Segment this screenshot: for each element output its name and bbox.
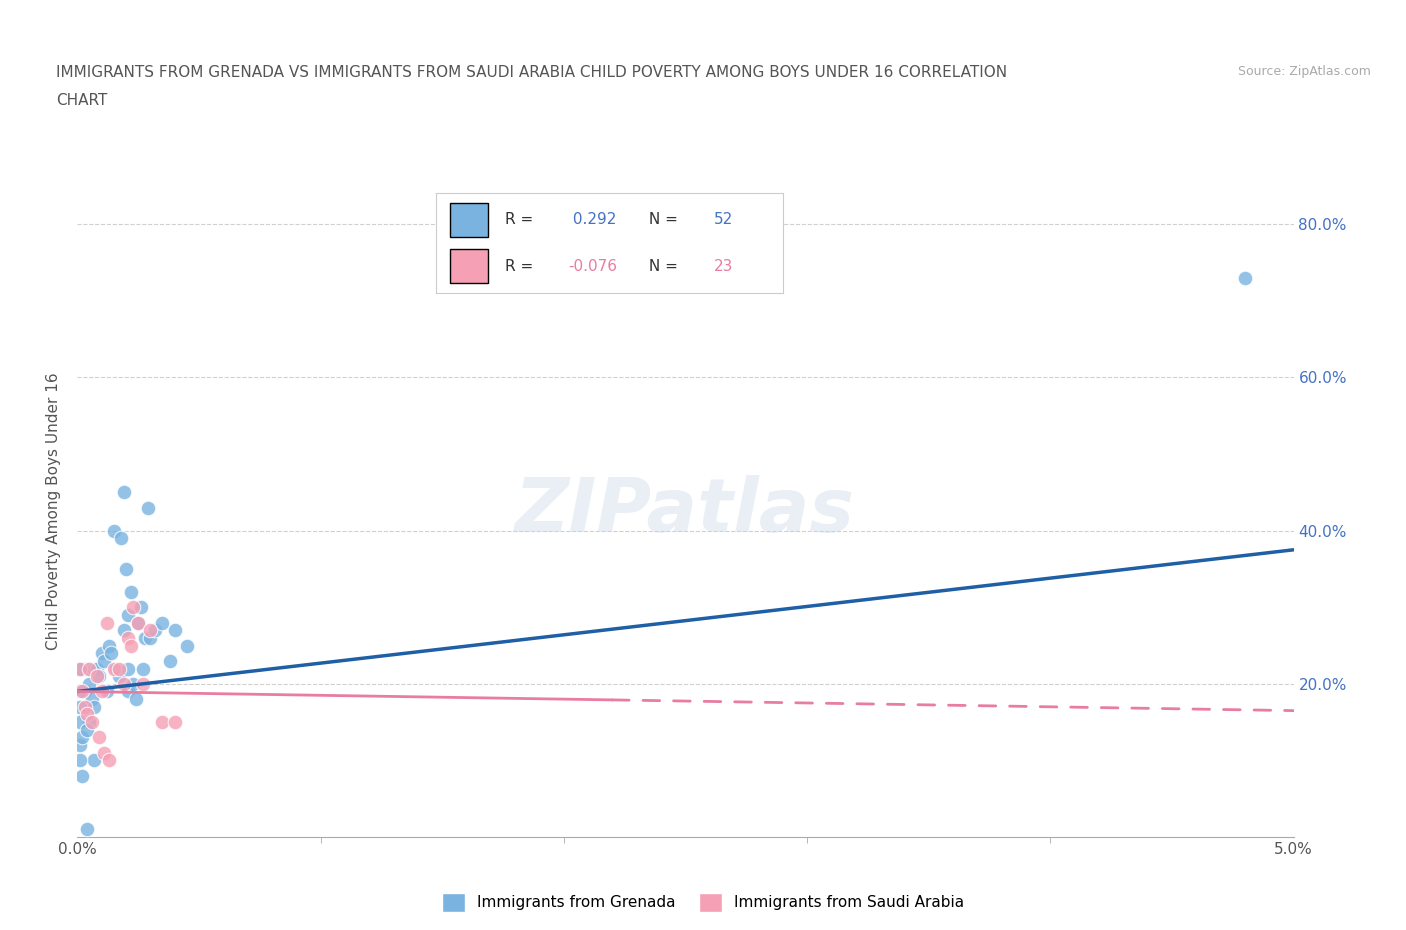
Point bbox=[115, 562, 138, 577]
Point bbox=[93, 654, 115, 669]
Text: ZIPatlas: ZIPatlas bbox=[516, 475, 855, 548]
Point bbox=[136, 500, 159, 515]
Legend: Immigrants from Grenada, Immigrants from Saudi Arabia: Immigrants from Grenada, Immigrants from… bbox=[436, 887, 970, 918]
Point bbox=[127, 615, 149, 630]
Point bbox=[132, 661, 155, 676]
Point bbox=[120, 584, 142, 599]
Point bbox=[117, 607, 139, 622]
Point bbox=[134, 631, 156, 645]
Point bbox=[107, 661, 129, 676]
Point bbox=[86, 669, 108, 684]
Point bbox=[107, 669, 129, 684]
Point bbox=[76, 723, 98, 737]
Point bbox=[139, 631, 162, 645]
Text: CHART: CHART bbox=[56, 93, 108, 108]
Text: IMMIGRANTS FROM GRENADA VS IMMIGRANTS FROM SAUDI ARABIA CHILD POVERTY AMONG BOYS: IMMIGRANTS FROM GRENADA VS IMMIGRANTS FR… bbox=[56, 65, 1007, 80]
Point bbox=[70, 768, 93, 783]
Point bbox=[139, 623, 162, 638]
Point bbox=[105, 661, 128, 676]
Point bbox=[73, 661, 96, 676]
Point bbox=[69, 661, 91, 676]
Point bbox=[89, 669, 111, 684]
Point bbox=[100, 645, 122, 660]
Point bbox=[159, 654, 181, 669]
Point bbox=[103, 661, 125, 676]
Point bbox=[110, 531, 132, 546]
Point bbox=[1233, 271, 1256, 286]
Point bbox=[96, 615, 118, 630]
Point bbox=[152, 615, 174, 630]
Point bbox=[117, 631, 139, 645]
Point bbox=[122, 600, 145, 615]
Point bbox=[79, 676, 101, 691]
Point bbox=[86, 661, 108, 676]
Point bbox=[76, 707, 98, 722]
Point bbox=[83, 699, 105, 714]
Point bbox=[163, 623, 186, 638]
Point bbox=[120, 638, 142, 653]
Point bbox=[80, 692, 103, 707]
Point bbox=[73, 684, 96, 699]
Y-axis label: Child Poverty Among Boys Under 16: Child Poverty Among Boys Under 16 bbox=[46, 373, 62, 650]
Point bbox=[112, 676, 135, 691]
Point bbox=[97, 753, 120, 768]
Point bbox=[90, 684, 112, 699]
Point bbox=[69, 661, 91, 676]
Point bbox=[80, 714, 103, 729]
Point bbox=[90, 645, 112, 660]
Point bbox=[132, 676, 155, 691]
Point bbox=[112, 485, 135, 499]
Point bbox=[83, 661, 105, 676]
Point bbox=[122, 676, 145, 691]
Point bbox=[73, 699, 96, 714]
Point bbox=[79, 714, 101, 729]
Point bbox=[73, 707, 96, 722]
Point bbox=[163, 714, 186, 729]
Point bbox=[70, 730, 93, 745]
Point bbox=[97, 638, 120, 653]
Point bbox=[117, 661, 139, 676]
Point bbox=[69, 699, 91, 714]
Text: Source: ZipAtlas.com: Source: ZipAtlas.com bbox=[1237, 65, 1371, 78]
Point bbox=[103, 524, 125, 538]
Point bbox=[69, 714, 91, 729]
Point bbox=[112, 623, 135, 638]
Point bbox=[125, 692, 148, 707]
Point bbox=[176, 638, 198, 653]
Point bbox=[143, 623, 166, 638]
Point bbox=[117, 684, 139, 699]
Point bbox=[79, 661, 101, 676]
Point bbox=[79, 661, 101, 676]
Point bbox=[129, 600, 152, 615]
Point bbox=[70, 684, 93, 699]
Point bbox=[69, 684, 91, 699]
Point bbox=[93, 745, 115, 760]
Point bbox=[127, 615, 149, 630]
Point bbox=[76, 822, 98, 837]
Point bbox=[83, 753, 105, 768]
Point bbox=[152, 714, 174, 729]
Point bbox=[69, 737, 91, 752]
Point bbox=[89, 730, 111, 745]
Point bbox=[69, 753, 91, 768]
Point bbox=[96, 684, 118, 699]
